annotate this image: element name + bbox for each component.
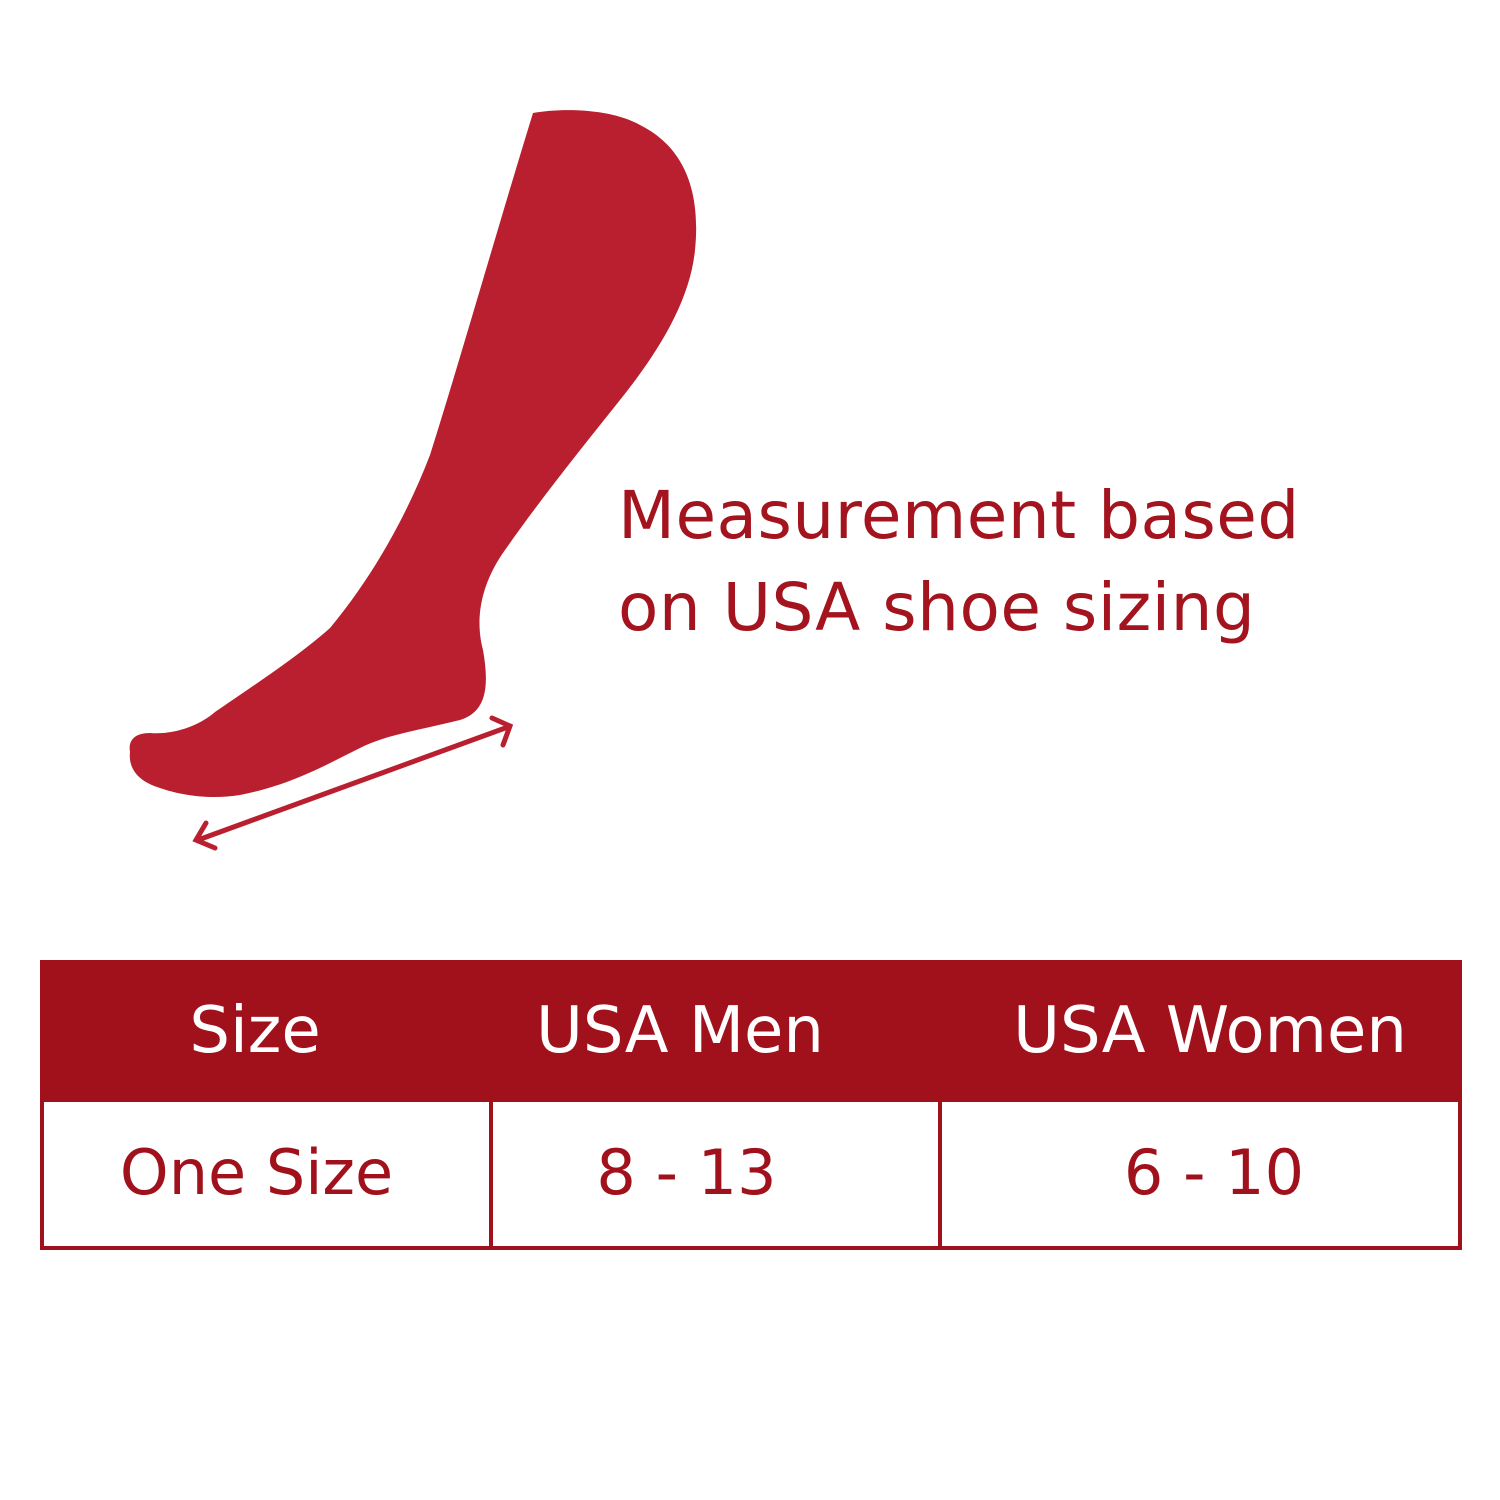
column-divider [489, 1100, 493, 1246]
header-usa-women: USA Women [1013, 994, 1407, 1068]
size-table: Size USA Men USA Women One Size 8 - 13 6… [40, 960, 1462, 1250]
double-arrow-icon [192, 715, 514, 851]
cell-size: One Size [119, 1136, 394, 1209]
caption-line-2: on USA shoe sizing [618, 569, 1256, 646]
measurement-caption: Measurement based on USA shoe sizing [618, 470, 1300, 654]
foot-silhouette [129, 110, 697, 798]
caption-line-1: Measurement based [618, 477, 1300, 554]
cell-usa-men: 8 - 13 [596, 1136, 777, 1209]
column-divider [938, 1100, 942, 1246]
header-usa-men: USA Men [536, 994, 824, 1068]
foot-length-measurement-icon [129, 110, 697, 851]
size-table-header: Size USA Men USA Women [40, 960, 1462, 1102]
cell-usa-women: 6 - 10 [1123, 1136, 1305, 1209]
table-row: One Size 8 - 13 6 - 10 [40, 1100, 1462, 1250]
header-size: Size [189, 994, 321, 1068]
